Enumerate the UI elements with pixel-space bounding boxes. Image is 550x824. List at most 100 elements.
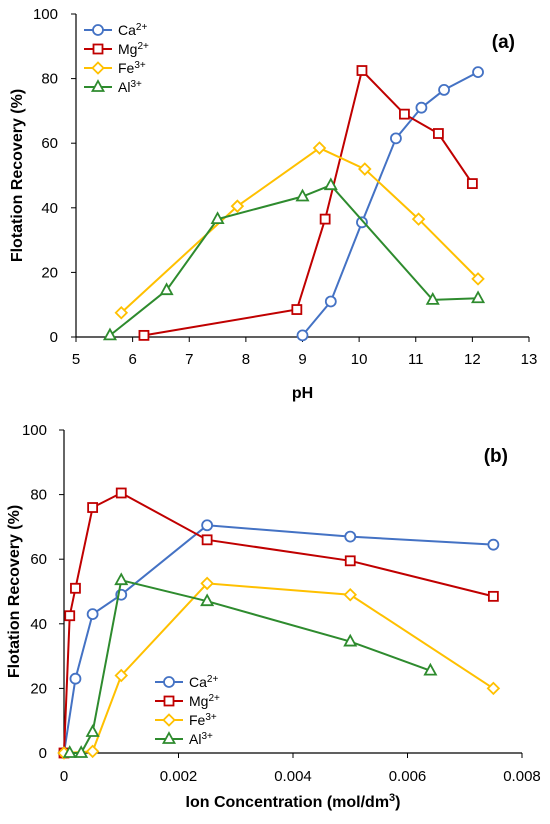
data-point <box>159 282 174 296</box>
legend-label: Mg2+ <box>189 693 220 710</box>
legend-marker <box>92 24 104 36</box>
x-tick-label: 5 <box>72 351 80 368</box>
data-point <box>312 141 327 155</box>
data-point <box>486 681 501 696</box>
y-tick-label: 100 <box>33 6 58 23</box>
data-point <box>390 132 402 145</box>
series-mg <box>138 65 478 341</box>
panel-label: (a) <box>492 32 515 53</box>
data-point <box>356 65 368 76</box>
y-tick-label: 0 <box>50 329 58 346</box>
legend-item-al: Al3+ <box>84 79 142 95</box>
legend-marker <box>163 695 175 707</box>
data-point <box>472 66 484 79</box>
legend-marker <box>163 676 175 688</box>
y-tick-label: 20 <box>41 264 58 281</box>
legend-item-ca: Ca2+ <box>84 22 147 39</box>
data-point <box>438 84 450 96</box>
x-tick-label: 0.008 <box>503 768 541 785</box>
data-point <box>319 213 331 225</box>
data-point <box>415 101 428 114</box>
data-point <box>85 744 100 759</box>
data-point <box>411 212 426 226</box>
y-tick-label: 60 <box>41 135 58 152</box>
data-point <box>86 608 99 621</box>
data-point <box>423 662 438 676</box>
data-point <box>201 519 214 532</box>
legend-item-fe: Fe3+ <box>155 712 217 729</box>
data-point <box>70 582 81 594</box>
y-tick-label: 40 <box>41 200 58 217</box>
y-tick-label: 80 <box>41 71 58 88</box>
data-point <box>114 306 129 320</box>
series-line <box>63 524 494 754</box>
chart-panel-b: 0 20 40 60 80 100 0 0.002 0.004 0.006 0.008 Ion Con… <box>6 422 541 811</box>
data-point <box>200 576 214 591</box>
series-ca <box>58 519 500 759</box>
legend-label: Ca2+ <box>118 22 147 39</box>
legend-item-fe: Fe3+ <box>84 60 146 76</box>
data-point <box>69 672 82 685</box>
legend-marker <box>162 713 176 727</box>
legend-marker <box>161 731 177 744</box>
data-point <box>399 108 410 120</box>
x-tick-label: 6 <box>128 351 136 368</box>
data-point <box>201 534 213 546</box>
data-point <box>344 555 356 567</box>
data-point <box>343 633 358 647</box>
legend-marker <box>92 43 104 55</box>
y-tick-label: 100 <box>22 422 47 439</box>
data-point <box>210 211 225 225</box>
series-line <box>63 491 494 754</box>
x-tick-label: 0.002 <box>160 768 198 785</box>
series-ca <box>296 66 484 342</box>
data-point <box>74 745 89 758</box>
x-tick-label: 0.004 <box>274 768 312 785</box>
x-tick-label: 7 <box>185 351 193 368</box>
legend-label: Al3+ <box>189 731 213 748</box>
data-point <box>114 668 129 683</box>
data-point <box>356 216 368 229</box>
data-point <box>62 745 77 758</box>
y-axis-title: Flotation Recovery (%) <box>6 505 23 678</box>
data-point <box>295 188 310 202</box>
data-point <box>432 128 444 139</box>
x-tick-label: 9 <box>298 351 306 368</box>
legend-label: Ca2+ <box>189 674 218 691</box>
data-point <box>200 593 215 607</box>
legend-marker <box>91 61 105 75</box>
series-al <box>102 177 486 341</box>
legend-item-ca: Ca2+ <box>155 674 218 691</box>
data-point <box>115 487 127 499</box>
data-point <box>323 177 338 191</box>
y-tick-label: 60 <box>30 551 47 568</box>
series-line <box>120 146 479 314</box>
data-point <box>291 304 303 315</box>
y-tick-label: 0 <box>39 745 47 762</box>
x-tick-label: 0.006 <box>389 768 427 785</box>
legend-item-mg: Mg2+ <box>84 41 149 57</box>
data-point <box>471 290 486 304</box>
x-tick-label: 0 <box>60 768 68 785</box>
data-point <box>471 272 485 286</box>
data-point <box>230 199 245 213</box>
data-point <box>87 502 99 513</box>
y-tick-label: 40 <box>30 616 47 633</box>
data-point <box>102 327 117 341</box>
legend-item-al: Al3+ <box>155 731 213 748</box>
y-axis-title: Flotation Recovery (%) <box>9 89 26 262</box>
data-point <box>343 587 358 602</box>
data-point <box>296 329 309 342</box>
chart-panel-a: 0 20 40 60 80 100 5 6 7 8 9 10 11 12 13 pH Flotation Rec… <box>9 6 537 402</box>
x-tick-label: 13 <box>521 351 538 368</box>
data-point <box>324 295 337 308</box>
y-tick-label: 20 <box>30 680 47 697</box>
x-axis-title: Ion Concentration (mol/dm3) <box>186 792 401 811</box>
legend-label: Fe3+ <box>189 712 217 729</box>
legend-marker <box>90 79 106 92</box>
data-point <box>85 724 100 737</box>
data-point <box>487 538 500 551</box>
data-point <box>344 530 357 543</box>
